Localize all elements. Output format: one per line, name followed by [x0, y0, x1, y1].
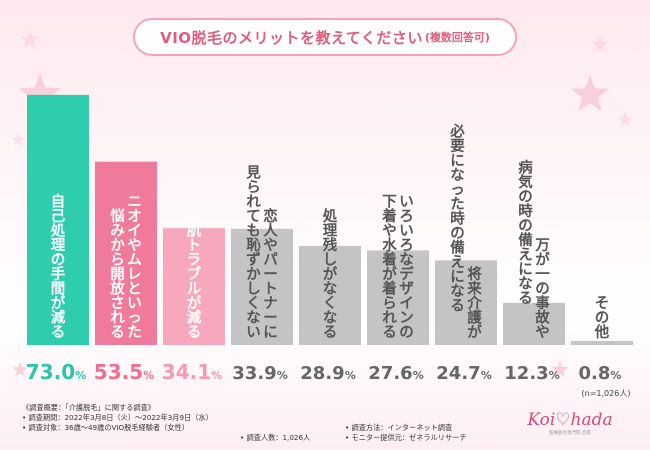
star-decoration: [617, 112, 633, 127]
koihada-logo: Koi♡hada 医療脱毛専門院 恋肌: [526, 410, 612, 436]
value-label-4: 33.9%: [232, 363, 287, 384]
logo-text: Koi♡hada: [526, 410, 612, 430]
bar-label-6-line-1: いろいろなデザインの: [399, 194, 414, 340]
bar-label-4-line-1: 恋人やパートナーに: [263, 207, 278, 341]
value-label-6: 27.6%: [368, 363, 423, 384]
decorative-stars: [11, 30, 633, 378]
sample-size-note: (n=1,026人): [582, 389, 631, 398]
chart-title: VIO脱毛のメリットを教えてください (複数回答可): [133, 18, 517, 56]
footer-survey-period: • 調査期間：2022年3月8日（火）〜2022年3月9日（水）: [22, 413, 213, 422]
star-decoration: [11, 133, 25, 146]
star-decoration: [19, 73, 61, 113]
logo-subtext: 医療脱毛専門院 恋肌: [549, 429, 591, 436]
star-decoration: [12, 362, 28, 377]
bars-group: [27, 94, 633, 345]
star-decoration: [591, 36, 609, 53]
bar-label-4-line-2: 見られても恥ずかしくない: [245, 164, 261, 340]
bar-6: [367, 250, 429, 345]
bar-label-1-line-1: 自己処理の手間が減る: [51, 192, 66, 340]
bar-label-6-line-2: 下着や水着が着られる: [381, 193, 397, 340]
bar-label-7-line-2: 必要になった時の備えになる: [449, 122, 465, 314]
bar-9: [571, 341, 633, 345]
footer-survey-target: • 調査対象：36歳〜49歳のVIO脱毛経験者（女性）: [22, 423, 189, 432]
footer-survey-method: • 調査方法：インターネット調査: [345, 423, 453, 432]
footer-survey-provider: • モニター提供元：ゼネラルリサーチ: [345, 433, 467, 442]
bar-label-2-line-1: ニオイやムレといった: [127, 194, 142, 340]
bar-label-8-line-2: 病気の時の備えになる: [518, 158, 533, 306]
bar-label-5-line-1: 処理残しがなくなる: [323, 207, 338, 341]
footer-survey-title: 《調査概要：「介護脱毛」に関する調査》: [22, 403, 155, 412]
bar-1: [27, 94, 89, 345]
bar-5: [299, 245, 361, 345]
bar-label-7-line-1: 将来介護が: [466, 265, 482, 341]
bar-label-8-line-1: 万が一の事故や: [534, 237, 550, 341]
chart-title-sub: (複数回答可): [424, 31, 490, 44]
bar-8: [503, 302, 565, 345]
value-label-3: 34.1%: [162, 360, 222, 384]
value-label-7: 24.7%: [436, 363, 491, 384]
value-label-1: 73.0%: [26, 360, 86, 384]
star-decoration: [571, 75, 609, 112]
bar-4: [231, 228, 293, 345]
bar-label-2-line-2: 悩みから開放される: [109, 207, 125, 341]
bar-label-3-line-1: 肌トラブルが減る: [187, 222, 202, 340]
value-label-8: 12.3%: [504, 363, 559, 384]
value-label-5: 28.9%: [300, 363, 355, 384]
footer-survey-people: • 調査人数：1,026人: [240, 433, 311, 442]
bar-7: [435, 260, 497, 345]
bar-2: [95, 161, 157, 345]
star-decoration: [551, 361, 569, 378]
star-decoration: [20, 30, 40, 49]
bar-label-9-line-1: その他: [594, 296, 610, 341]
value-label-2: 53.5%: [94, 360, 154, 384]
chart-title-main: VIO脱毛のメリットを教えてください: [160, 28, 423, 47]
value-label-9: 0.8%: [579, 363, 622, 384]
value-labels-group: 73.0% 53.5% 34.1% 33.9% 28.9% 27.6% 24.7% 12.3%…: [26, 360, 622, 384]
bar-3: [163, 228, 225, 345]
